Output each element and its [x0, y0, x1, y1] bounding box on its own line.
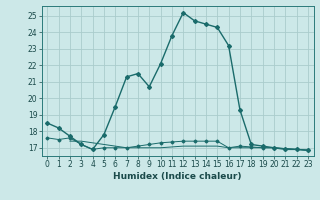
X-axis label: Humidex (Indice chaleur): Humidex (Indice chaleur)	[113, 172, 242, 181]
